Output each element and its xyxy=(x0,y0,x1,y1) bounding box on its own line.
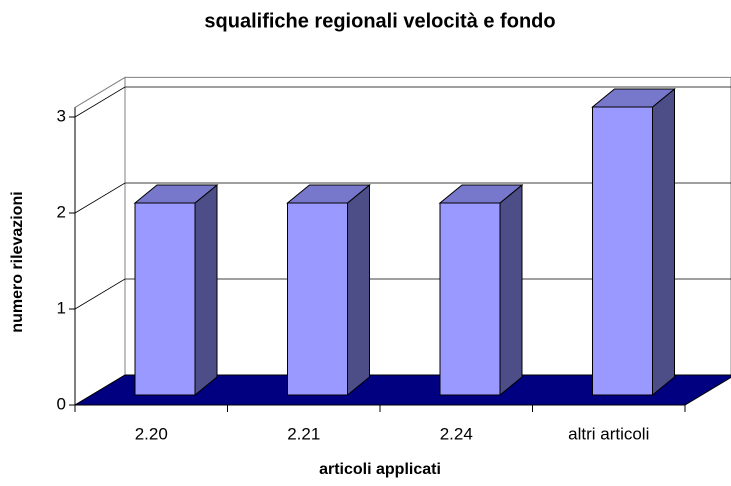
y-tick-label: 2 xyxy=(57,202,66,221)
grid-line xyxy=(74,182,731,214)
grid-line xyxy=(74,86,731,118)
bar xyxy=(592,106,653,396)
bar-side xyxy=(652,87,675,397)
y-tick-label: 1 xyxy=(57,298,66,317)
x-tick-label: altri articoli xyxy=(568,424,649,443)
bar-side xyxy=(347,183,370,397)
bar-side xyxy=(194,183,218,397)
y-tick-label: 3 xyxy=(57,106,66,125)
chart-title: squalifiche regionali velocità e fondo xyxy=(204,10,555,32)
x-tick-label: 2.24 xyxy=(440,424,473,443)
x-tick-label: 2.21 xyxy=(287,424,320,443)
bar-side xyxy=(499,183,523,397)
grid-line xyxy=(74,278,731,310)
side-wall xyxy=(74,76,126,406)
bar xyxy=(134,202,196,396)
y-tick-label: 0 xyxy=(57,394,66,413)
x-axis-title: articoli applicati xyxy=(319,461,441,478)
x-tick-label: 2.20 xyxy=(135,424,168,443)
bar xyxy=(287,202,348,396)
y-axis-title: numero rilevazioni xyxy=(9,191,26,332)
bar xyxy=(439,202,501,396)
